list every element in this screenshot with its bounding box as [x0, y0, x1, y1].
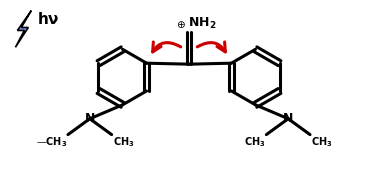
- Text: $\mathbf{h\nu}$: $\mathbf{h\nu}$: [37, 11, 60, 27]
- Text: $\mathbf{CH_3}$: $\mathbf{CH_3}$: [311, 136, 333, 149]
- Polygon shape: [15, 11, 31, 47]
- Text: $\oplus$: $\oplus$: [176, 19, 186, 30]
- Text: $\mathbf{—CH_3}$: $\mathbf{—CH_3}$: [36, 136, 67, 149]
- Text: N: N: [85, 112, 95, 125]
- Text: $\mathbf{CH_3}$: $\mathbf{CH_3}$: [244, 136, 265, 149]
- Text: N: N: [283, 112, 293, 125]
- Text: $\mathbf{CH_3}$: $\mathbf{CH_3}$: [113, 136, 134, 149]
- Text: $\mathbf{NH_2}$: $\mathbf{NH_2}$: [188, 16, 217, 31]
